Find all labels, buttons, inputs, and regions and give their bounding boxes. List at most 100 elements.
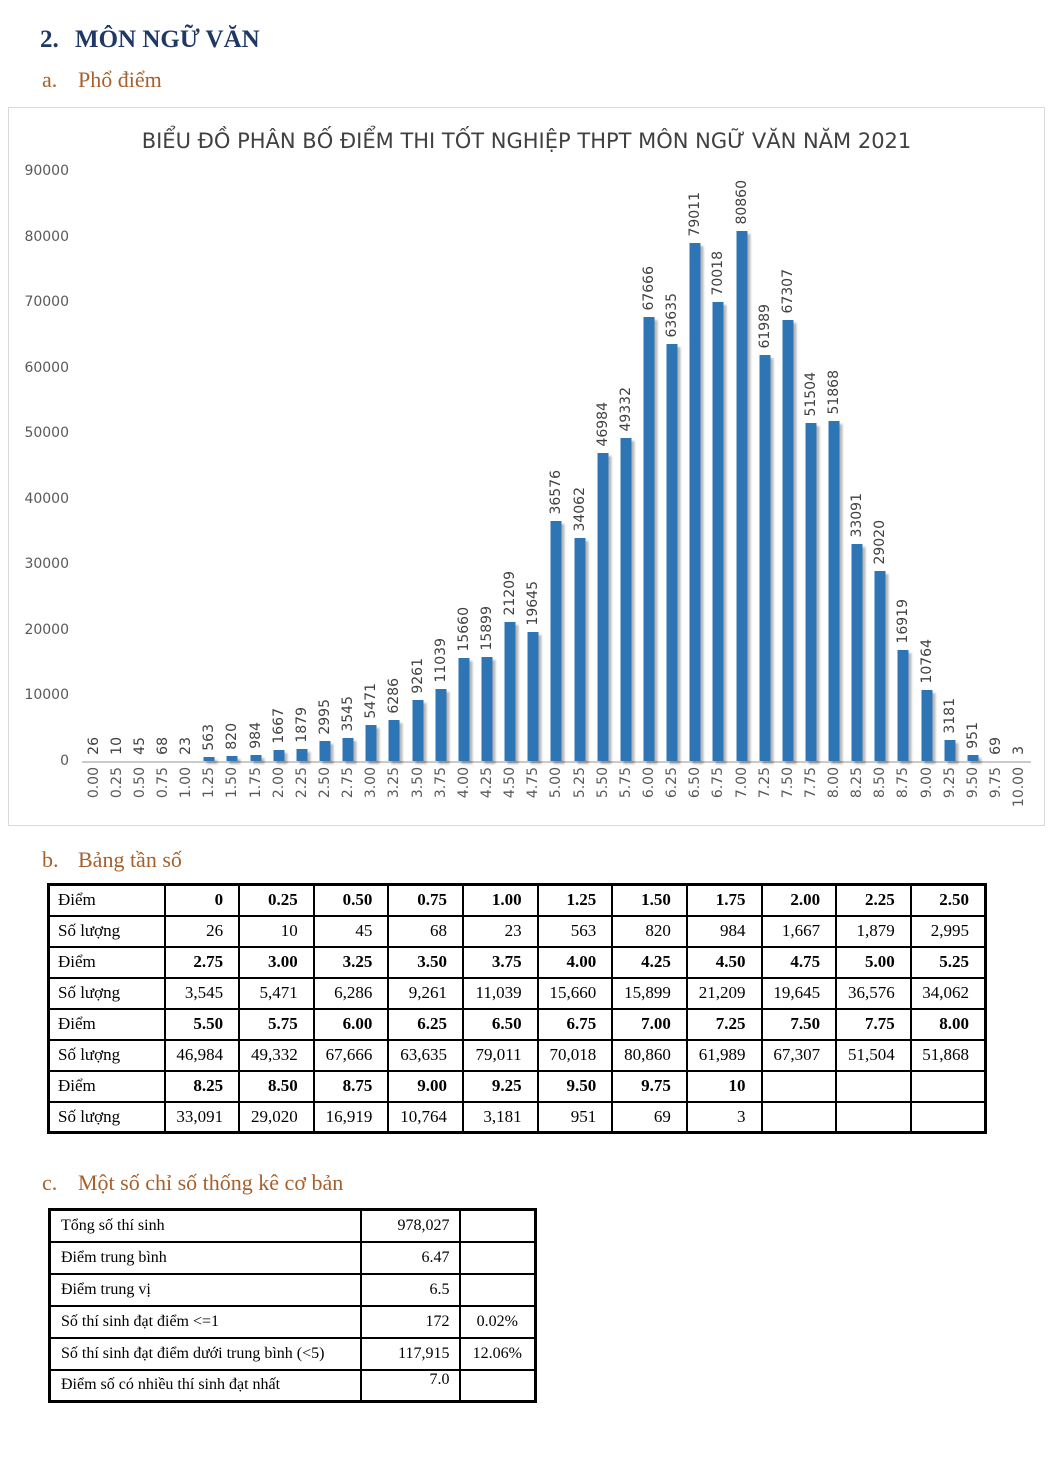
bar (435, 689, 447, 761)
row-header-cell: Điểm (47, 1069, 166, 1103)
chart-column: 5471 3.00 (360, 171, 383, 798)
x-axis-label: 9.00 (918, 767, 935, 799)
count-cell: 3,545 (163, 976, 241, 1010)
bar (666, 344, 678, 761)
score-cell: 7.00 (611, 1007, 688, 1041)
score-cell (760, 1069, 838, 1103)
bar-value-label: 33091 (849, 493, 866, 538)
chart-column: 3181 9.25 (938, 171, 961, 798)
y-axis-label: 20000 (24, 621, 69, 638)
bar-value-label: 26 (85, 737, 102, 755)
score-cell: 4.00 (536, 945, 614, 979)
chart-column: 10764 9.00 (915, 171, 938, 798)
chart-column: 36576 5.00 (545, 171, 568, 798)
score-row: Điểm 8.25 8.50 8.75 9.00 9.25 9.50 9.75 10 (47, 1069, 987, 1103)
stat-value-cell: 6.47 (359, 1240, 461, 1275)
count-cell: 29,020 (238, 1100, 315, 1134)
bar (203, 757, 215, 761)
x-axis-label: 1.25 (201, 767, 218, 799)
chart-column: 29020 8.50 (869, 171, 892, 798)
score-cell: 8.50 (238, 1069, 315, 1103)
bar-value-label: 5471 (363, 683, 380, 719)
score-cell: 7.50 (760, 1007, 838, 1041)
subsection-a-title: Phổ điểm (78, 67, 162, 92)
bar-value-label: 19645 (525, 581, 542, 626)
x-axis-label: 0.00 (85, 767, 102, 799)
score-cell: 3.75 (462, 945, 539, 979)
bar (967, 755, 979, 761)
count-cell: 51,868 (909, 1038, 987, 1072)
bar (481, 657, 493, 761)
subsection-a-letter: a. (42, 67, 58, 92)
chart-column: 563 1.25 (198, 171, 221, 798)
score-cell: 9.75 (611, 1069, 688, 1103)
chart-column: 984 1.75 (244, 171, 267, 798)
x-axis-label: 8.25 (849, 767, 866, 799)
subsection-c-title: Một số chỉ số thống kê cơ bản (78, 1170, 344, 1195)
frequency-table: Điểm 0 0.25 0.50 0.75 1.00 1.25 1.50 1.75 2.00 2.2… (47, 883, 987, 1134)
stat-value-cell: 172 (359, 1304, 461, 1339)
score-cell: 10 (685, 1069, 763, 1103)
count-cell: 984 (685, 914, 763, 948)
score-cell: 8.75 (312, 1069, 390, 1103)
stat-label-cell: Điểm trung bình (48, 1240, 362, 1275)
score-cell: 2.00 (760, 883, 838, 917)
row-header-cell: Số lượng (47, 914, 166, 948)
count-cell: 563 (536, 914, 614, 948)
bar (897, 650, 909, 761)
bar (921, 690, 933, 761)
stat-value-cell: 6.5 (359, 1272, 461, 1307)
chart-column: 70018 6.75 (707, 171, 730, 798)
bar-value-label: 51868 (826, 370, 843, 415)
bar (342, 738, 354, 761)
bar-value-label: 984 (247, 722, 264, 749)
count-cell (760, 1100, 838, 1134)
stat-row: Điểm số có nhiều thí sinh đạt nhất 7.0 (48, 1368, 537, 1403)
bar-value-label: 23 (178, 737, 195, 755)
chart-column: 46984 5.50 (591, 171, 614, 798)
x-axis-label: 5.50 (594, 767, 611, 799)
chart-column: 9261 3.50 (406, 171, 429, 798)
chart-column: 23 1.00 (175, 171, 198, 798)
count-cell: 79,011 (462, 1038, 539, 1072)
bar (828, 421, 840, 761)
count-cell: 11,039 (462, 976, 539, 1010)
subsection-b-heading: b. Bảng tần số (42, 847, 1053, 873)
subsection-a-heading: a. Phổ điểm (42, 67, 1053, 93)
x-axis-label: 4.75 (525, 767, 542, 799)
score-cell: 4.75 (760, 945, 838, 979)
x-axis-label: 7.00 (733, 767, 750, 799)
chart-column: 3545 2.75 (337, 171, 360, 798)
bar-value-label: 11039 (432, 638, 449, 683)
chart-column: 2995 2.50 (313, 171, 336, 798)
stat-row: Số thí sinh đạt điểm dưới trung bình (<5… (48, 1336, 537, 1371)
score-cell: 6.00 (312, 1007, 390, 1041)
count-cell: 5,471 (238, 976, 315, 1010)
count-cell: 3,181 (462, 1100, 539, 1134)
x-axis-label: 7.25 (756, 767, 773, 799)
x-axis-label: 7.50 (779, 767, 796, 799)
count-cell: 10 (238, 914, 315, 948)
x-axis-label: 6.25 (664, 767, 681, 799)
score-cell: 8.00 (909, 1007, 987, 1041)
x-axis-label: 4.00 (455, 767, 472, 799)
y-axis-label: 30000 (24, 556, 69, 573)
count-row: Số lượng 33,091 29,020 16,919 10,764 3,181 951… (47, 1100, 987, 1134)
stat-label-cell: Điểm số có nhiều thí sinh đạt nhất (48, 1368, 362, 1403)
count-cell: 33,091 (163, 1100, 241, 1134)
x-axis-label: 1.50 (224, 767, 241, 799)
bar-value-label: 80860 (733, 180, 750, 225)
bar-value-label: 9261 (409, 658, 426, 694)
score-cell: 6.50 (462, 1007, 539, 1041)
bar-value-label: 61989 (756, 304, 773, 349)
chart-column: 820 1.50 (221, 171, 244, 798)
bar-value-label: 34062 (571, 487, 588, 532)
chart-column: 11039 3.75 (429, 171, 452, 798)
row-header-cell: Số lượng (47, 1100, 166, 1134)
y-axis-label: 90000 (24, 163, 69, 179)
score-cell: 5.50 (163, 1007, 241, 1041)
bar (874, 571, 886, 761)
bar (388, 720, 400, 761)
x-axis-label: 9.50 (964, 767, 981, 799)
count-cell: 15,899 (611, 976, 688, 1010)
